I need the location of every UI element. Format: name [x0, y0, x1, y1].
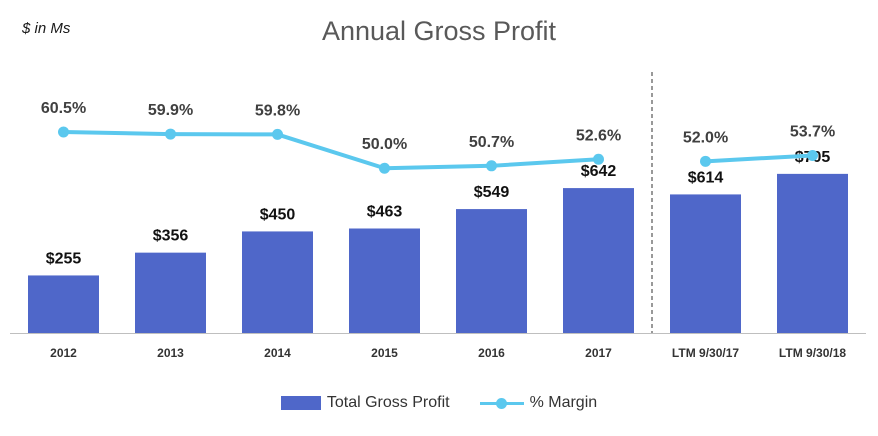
x-tick-label-2: 2014 — [264, 346, 291, 360]
chart-title: Annual Gross Profit — [321, 16, 557, 46]
margin-point-4 — [486, 160, 497, 172]
bar-value-label-3: $463 — [367, 203, 403, 220]
legend-bar-swatch — [280, 396, 321, 410]
units-note: $ in Ms — [22, 20, 71, 37]
x-tick-label-7: LTM 9/30/18 — [779, 346, 846, 360]
legend-item-gross-profit: Total Gross Profit — [280, 394, 450, 412]
margin-value-label-7: 53.7% — [790, 123, 835, 140]
x-tick-label-0: 2012 — [50, 346, 77, 360]
margin-value-label-5: 52.6% — [576, 127, 621, 144]
x-tick-label-5: 2017 — [585, 346, 612, 360]
margin-point-5 — [593, 153, 604, 165]
margin-value-label-1: 59.9% — [148, 102, 193, 119]
margin-value-label-2: 59.8% — [255, 102, 300, 119]
margin-point-3 — [379, 162, 390, 174]
x-tick-label-3: 2015 — [371, 346, 398, 360]
bar-value-label-6: $614 — [688, 169, 724, 186]
legend-label-margin: % Margin — [529, 394, 598, 411]
bar-0 — [28, 275, 99, 333]
bar-3 — [349, 228, 420, 333]
margin-line-segment-0 — [63, 130, 599, 171]
bar-6 — [670, 194, 741, 333]
margin-line-segment-1 — [705, 153, 813, 164]
legend-label-gross-profit: Total Gross Profit — [326, 394, 450, 411]
legend-item-margin: % Margin — [479, 394, 598, 412]
x-tick-label-6: LTM 9/30/17 — [672, 346, 739, 360]
bar-1 — [135, 252, 206, 333]
x-tick-label-4: 2016 — [478, 346, 505, 360]
bar-value-label-1: $356 — [153, 228, 189, 245]
legend: Total Gross Profit % Margin — [0, 394, 878, 412]
bar-4 — [456, 209, 527, 333]
bar-value-label-5: $642 — [581, 163, 617, 180]
bar-value-label-0: $255 — [46, 250, 82, 267]
margin-point-2 — [272, 128, 283, 140]
bar-2 — [242, 231, 313, 333]
margin-point-6 — [700, 155, 711, 167]
legend-line-swatch — [479, 396, 524, 410]
x-tick-label-1: 2013 — [157, 346, 184, 360]
bar-5 — [563, 188, 634, 333]
bar-value-label-2: $450 — [260, 206, 296, 223]
margin-point-1 — [165, 128, 176, 140]
margin-value-label-6: 52.0% — [683, 129, 728, 146]
margin-point-0 — [58, 126, 69, 138]
bar-value-label-4: $549 — [474, 184, 510, 201]
margin-point-7 — [807, 149, 818, 161]
bar-7 — [777, 173, 848, 333]
margin-value-label-3: 50.0% — [362, 136, 407, 153]
margin-value-label-0: 60.5% — [41, 100, 86, 117]
margin-value-label-4: 50.7% — [469, 134, 514, 151]
